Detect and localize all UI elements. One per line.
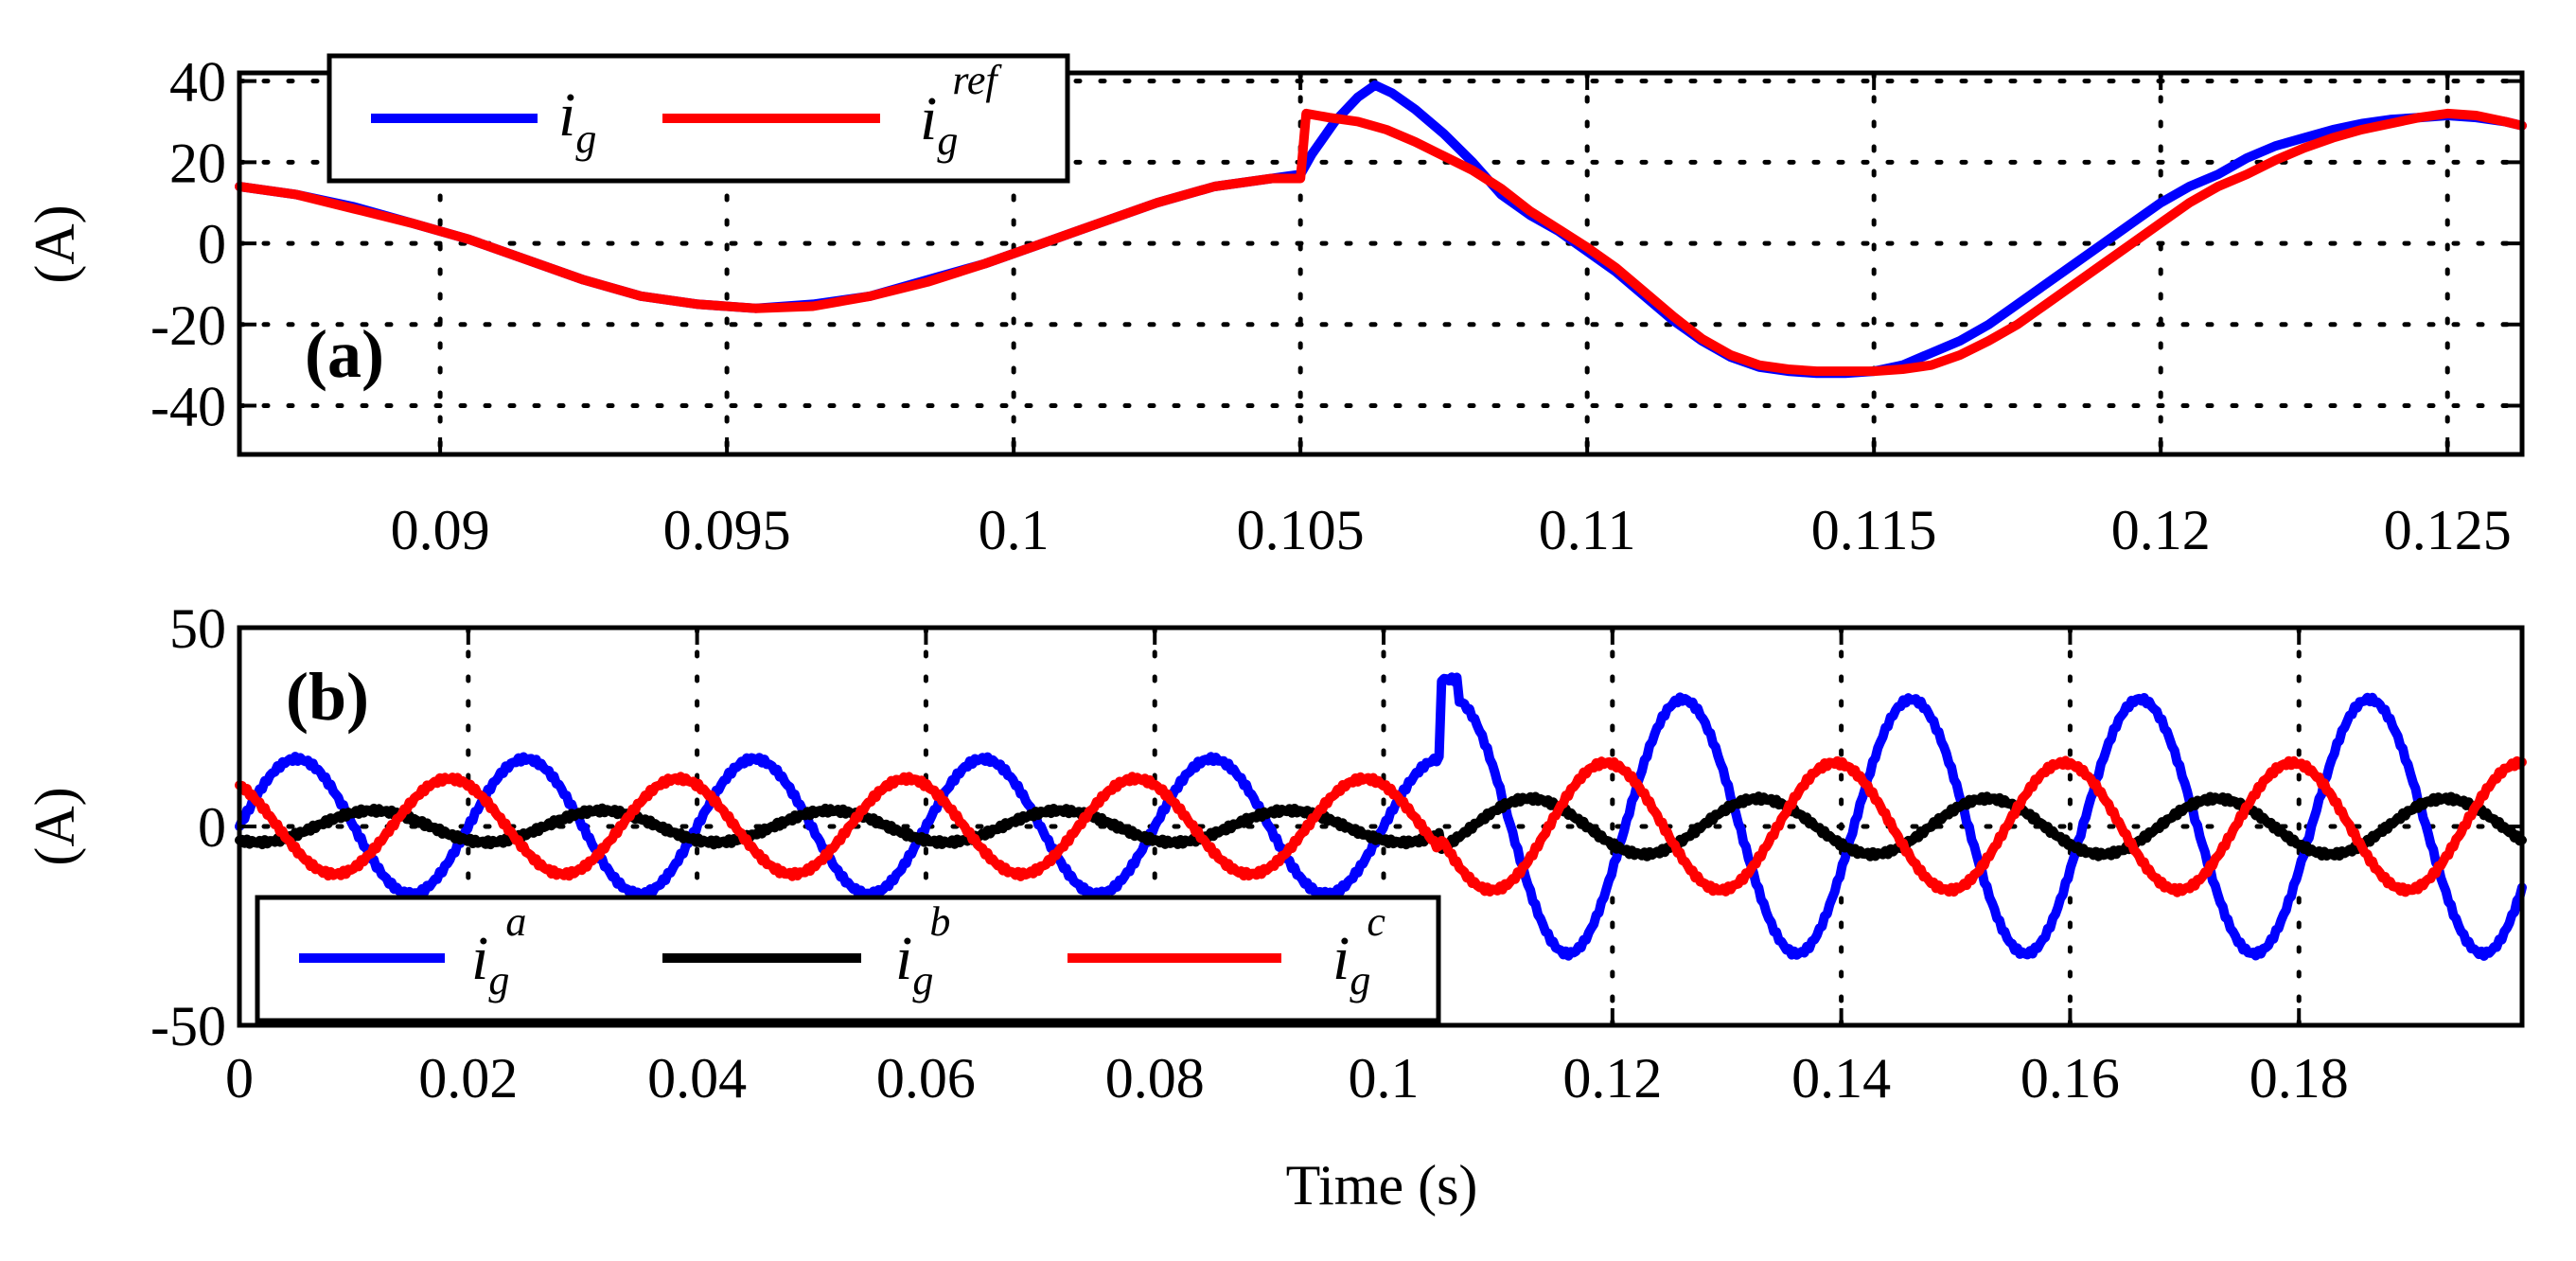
panel-a-tag: (a) — [305, 316, 384, 392]
legend-subscript: g — [575, 115, 596, 162]
legend-symbol: i — [895, 924, 912, 993]
x-tick-label: 0.125 — [2384, 499, 2512, 561]
legend-superscript: ref — [952, 57, 1002, 103]
y-tick-label: 50 — [169, 597, 226, 660]
panel-b-x-tick-labels: 0 0.02 0.04 0.06 0.08 0.1 0.12 0.14 0.16 0.18 — [225, 1047, 2349, 1110]
y-tick-label: -50 — [150, 995, 226, 1057]
x-tick-label: 0.105 — [1237, 499, 1365, 561]
panel-b-tag: (b) — [286, 659, 369, 735]
x-tick-label: 0.16 — [2020, 1047, 2120, 1110]
x-tick-label: 0.18 — [2250, 1047, 2349, 1110]
legend-superscript: c — [1367, 898, 1385, 945]
panel-a: 0.09 0.095 0.1 0.105 0.11 0.115 0.12 0.125 40 20… — [24, 51, 2527, 561]
panel-b-x-axis-label: Time (s) — [1286, 1154, 1478, 1217]
x-tick-label: 0.09 — [391, 499, 490, 561]
legend-symbol: i — [471, 924, 488, 993]
x-tick-label: 0.095 — [663, 499, 791, 561]
legend-symbol: i — [920, 84, 937, 153]
series-line-i-g-c — [235, 755, 2527, 897]
series-line-i-g-ref — [235, 108, 2527, 377]
y-tick-label: -40 — [150, 376, 226, 438]
series-line-i-g-a — [235, 672, 2527, 961]
x-tick-label: 0.08 — [1105, 1047, 1205, 1110]
panel-b-legend: iga igb igc — [255, 895, 1441, 1023]
legend-subscript: g — [937, 117, 958, 164]
x-tick-label: 0.1 — [1349, 1047, 1420, 1110]
legend-label-i-g: ig — [558, 80, 596, 162]
x-tick-label: 0.11 — [1539, 499, 1636, 561]
legend-subscript: g — [1350, 957, 1370, 1003]
x-tick-label: 0 — [225, 1047, 254, 1110]
y-tick-label: 0 — [198, 213, 226, 275]
panel-b-series — [235, 672, 2527, 961]
series-line-i-g-b — [235, 791, 2527, 861]
legend-label-i-g-a: iga — [471, 898, 526, 1003]
x-tick-label: 0.12 — [1562, 1047, 1662, 1110]
panel-b: 0 0.02 0.04 0.06 0.08 0.1 0.12 0.14 0.16 0.18 50 0… — [24, 597, 2527, 1217]
legend-subscript: g — [912, 957, 933, 1003]
legend-label-i-g-b: igb — [895, 898, 950, 1003]
panel-a-y-tick-labels: 40 20 0 -20 -40 — [150, 51, 226, 438]
panel-b-y-axis-label: (A) — [24, 787, 86, 865]
x-tick-label: 0.115 — [1811, 499, 1937, 561]
x-tick-label: 0.06 — [876, 1047, 976, 1110]
panel-a-legend: ig igref — [326, 53, 1070, 184]
y-tick-label: -20 — [150, 294, 226, 357]
panel-b-y-tick-labels: 50 0 -50 — [150, 597, 226, 1057]
panel-a-x-tick-labels: 0.09 0.095 0.1 0.105 0.11 0.115 0.12 0.125 — [391, 499, 2512, 561]
panel-a-grid — [237, 70, 2525, 457]
legend-label-i-g-c: igc — [1332, 898, 1385, 1003]
legend-subscript: g — [488, 957, 509, 1003]
panel-b-label-backdrop — [242, 630, 439, 743]
legend-symbol: i — [1332, 924, 1350, 993]
y-tick-label: 0 — [198, 796, 226, 859]
legend-superscript: a — [505, 898, 526, 945]
y-tick-label: 40 — [169, 51, 226, 114]
legend-label-i-g-ref: ig ref — [920, 57, 1002, 164]
panel-a-frame — [237, 70, 2525, 457]
x-tick-label: 0.12 — [2111, 499, 2211, 561]
legend-superscript: b — [929, 898, 950, 945]
x-tick-label: 0.04 — [647, 1047, 747, 1110]
x-tick-label: 0.14 — [1791, 1047, 1891, 1110]
y-tick-label: 20 — [169, 132, 226, 194]
x-tick-label: 0.1 — [979, 499, 1050, 561]
panel-a-series — [235, 80, 2527, 379]
legend-symbol: i — [558, 80, 575, 150]
panel-a-y-axis-label: (A) — [24, 204, 86, 283]
x-tick-label: 0.02 — [418, 1047, 518, 1110]
